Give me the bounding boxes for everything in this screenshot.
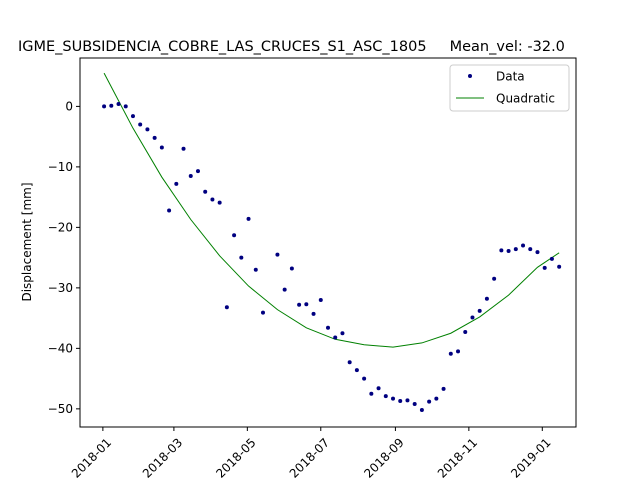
data-point — [275, 252, 280, 257]
data-point — [289, 266, 294, 271]
data-point — [477, 308, 482, 313]
data-point — [224, 305, 229, 310]
data-point — [557, 264, 562, 269]
data-point — [347, 360, 352, 365]
data-point — [383, 394, 388, 399]
data-point — [405, 398, 410, 403]
data-point — [456, 349, 461, 354]
data-point — [311, 311, 316, 316]
data-point — [521, 243, 526, 248]
data-point — [463, 330, 468, 335]
data-point — [528, 247, 533, 252]
y-tick-label: −20 — [48, 221, 73, 235]
data-point — [260, 310, 265, 315]
data-point — [130, 114, 135, 119]
data-point — [304, 302, 309, 307]
data-point — [145, 127, 150, 132]
data-point — [253, 267, 258, 272]
data-point — [318, 297, 323, 302]
legend-box — [449, 64, 570, 112]
data-point — [167, 208, 172, 213]
data-point — [492, 276, 497, 281]
data-point — [506, 248, 511, 253]
data-point — [419, 408, 424, 413]
data-point — [102, 104, 107, 109]
legend: Data Quadratic — [449, 64, 570, 112]
data-point — [434, 396, 439, 401]
data-point — [326, 325, 330, 330]
data-point — [217, 200, 222, 205]
data-point — [123, 104, 128, 109]
y-axis-label: Displacement [mm] — [20, 182, 34, 301]
data-point — [484, 296, 489, 301]
data-point — [333, 335, 338, 340]
data-point — [441, 386, 446, 391]
data-point — [542, 265, 547, 270]
data-point — [427, 399, 432, 404]
y-tick-label: −30 — [48, 281, 73, 295]
data-point — [159, 145, 164, 150]
data-point — [282, 287, 287, 292]
chart-title: IGME_SUBSIDENCIA_COBRE_LAS_CRUCES_S1_ASC… — [18, 39, 565, 55]
data-point — [499, 248, 504, 253]
data-point — [376, 386, 381, 391]
y-tick-label: −10 — [48, 160, 73, 174]
data-point — [448, 351, 453, 356]
data-point — [174, 181, 179, 186]
data-point — [246, 216, 251, 221]
legend-data-marker — [468, 74, 472, 78]
y-tick-label: −40 — [48, 342, 73, 356]
data-point — [116, 101, 121, 106]
data-point — [398, 398, 403, 403]
data-point — [109, 103, 114, 108]
data-point — [232, 233, 237, 238]
y-axis: 0 −10 −20 −30 −40 −50 — [48, 100, 80, 416]
data-point — [412, 402, 417, 407]
data-point — [362, 376, 367, 381]
data-point — [470, 315, 475, 320]
data-point — [369, 391, 374, 396]
data-point — [513, 247, 518, 252]
data-point — [210, 197, 215, 202]
data-point — [203, 189, 208, 194]
data-point — [239, 255, 244, 260]
data-point — [340, 331, 345, 336]
data-point — [354, 368, 359, 373]
legend-quadratic-label: Quadratic — [496, 92, 555, 106]
legend-data-label: Data — [496, 70, 525, 84]
data-point — [181, 146, 186, 151]
data-point — [195, 169, 200, 174]
data-point — [297, 302, 302, 307]
data-point — [188, 173, 193, 178]
y-tick-label: −50 — [48, 402, 73, 416]
data-point — [535, 250, 540, 255]
data-point — [138, 122, 143, 127]
data-point — [152, 135, 157, 140]
plot-frame — [79, 57, 577, 428]
y-tick-label: 0 — [65, 100, 73, 114]
plot-area — [102, 72, 562, 413]
data-point — [391, 396, 396, 401]
data-point — [549, 256, 554, 261]
